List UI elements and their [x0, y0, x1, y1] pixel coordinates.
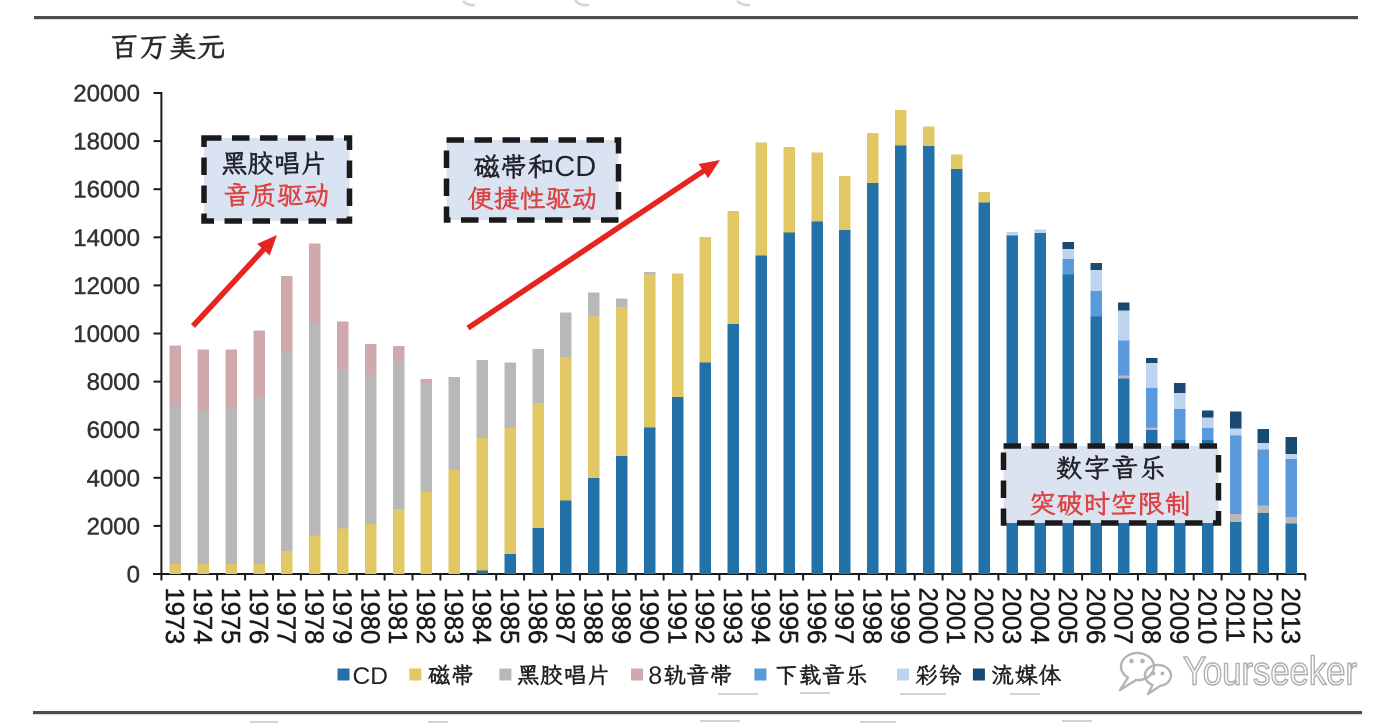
svg-text:1982: 1982	[411, 588, 439, 645]
svg-text:2010: 2010	[1192, 588, 1220, 645]
svg-text:1989: 1989	[607, 588, 635, 645]
svg-text:1994: 1994	[746, 588, 774, 645]
svg-text:6000: 6000	[87, 417, 140, 444]
svg-text:1993: 1993	[718, 588, 746, 645]
svg-text:2003: 2003	[997, 588, 1025, 645]
svg-text:16000: 16000	[73, 177, 140, 204]
svg-text:18000: 18000	[73, 129, 140, 156]
svg-text:CD: CD	[554, 151, 596, 183]
svg-text:0: 0	[127, 562, 140, 589]
svg-text:1979: 1979	[327, 588, 355, 645]
svg-text:2008: 2008	[1137, 588, 1165, 645]
svg-text:1986: 1986	[523, 588, 551, 645]
svg-text:1975: 1975	[216, 588, 244, 645]
svg-text:1981: 1981	[383, 588, 411, 645]
svg-text:2005: 2005	[1053, 588, 1081, 645]
svg-text:1996: 1996	[802, 588, 830, 645]
svg-text:2011: 2011	[1220, 588, 1248, 643]
svg-text:12000: 12000	[73, 273, 140, 300]
svg-text:2002: 2002	[969, 588, 997, 645]
svg-text:1990: 1990	[634, 588, 662, 645]
svg-text:1973: 1973	[160, 588, 188, 645]
svg-text:10000: 10000	[73, 321, 140, 348]
svg-text:2012: 2012	[1248, 588, 1276, 645]
svg-text:8000: 8000	[87, 369, 140, 396]
svg-text:1988: 1988	[579, 588, 607, 645]
svg-text:1984: 1984	[467, 588, 495, 645]
svg-text:2013: 2013	[1276, 588, 1304, 645]
svg-text:1977: 1977	[272, 588, 300, 645]
svg-text:1978: 1978	[300, 588, 328, 645]
svg-text:20000: 20000	[73, 81, 140, 108]
svg-text:2000: 2000	[913, 588, 941, 645]
svg-text:4000: 4000	[87, 465, 140, 492]
svg-text:8: 8	[648, 662, 662, 690]
svg-text:CD: CD	[353, 663, 388, 690]
svg-text:1995: 1995	[774, 588, 802, 645]
svg-text:2009: 2009	[1165, 588, 1193, 645]
svg-text:1987: 1987	[551, 588, 579, 645]
svg-text:2006: 2006	[1081, 588, 1109, 645]
svg-text:1991: 1991	[662, 588, 690, 645]
svg-text:1992: 1992	[690, 588, 718, 645]
svg-text:2007: 2007	[1109, 588, 1137, 645]
svg-text:14000: 14000	[73, 225, 140, 252]
svg-text:1974: 1974	[188, 588, 216, 645]
svg-text:1998: 1998	[858, 588, 886, 645]
svg-text:1976: 1976	[244, 588, 272, 645]
svg-text:2000: 2000	[87, 513, 140, 540]
svg-text:Yourseeker: Yourseeker	[1183, 650, 1357, 694]
svg-text:1999: 1999	[886, 588, 914, 645]
svg-text:1980: 1980	[355, 588, 383, 645]
svg-text:1985: 1985	[495, 588, 523, 645]
svg-text:1997: 1997	[830, 588, 858, 645]
svg-text:2004: 2004	[1025, 588, 1053, 645]
svg-text:1983: 1983	[439, 588, 467, 645]
svg-text:2001: 2001	[941, 588, 969, 645]
